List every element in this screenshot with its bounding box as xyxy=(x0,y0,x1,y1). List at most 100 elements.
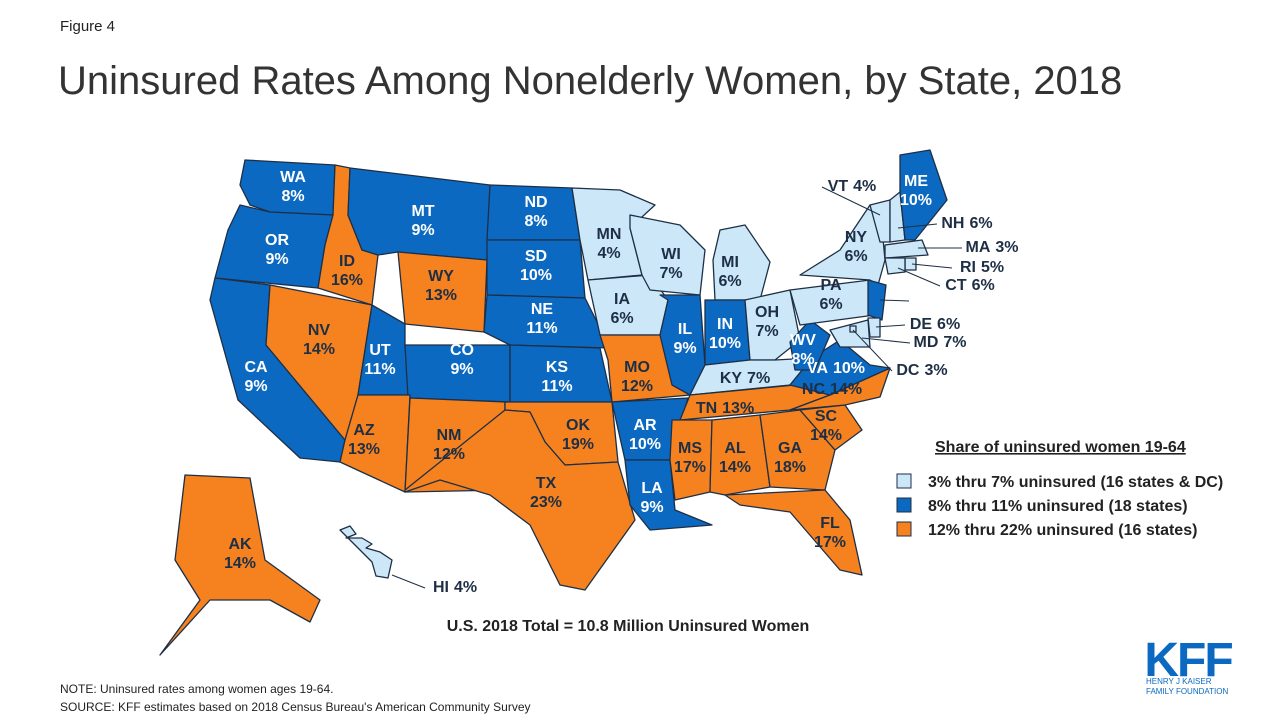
state-abbr: WY xyxy=(428,268,454,285)
state-label: DE 6% xyxy=(910,316,960,333)
state-rate: 14% xyxy=(224,555,256,572)
state-labels: WA 8% OR 9% ID 16% MT 9% WY 13% ND 8% SD 10% NE 11% CA 9%… xyxy=(224,169,1019,596)
state-abbr: CT xyxy=(945,277,967,294)
state-rate: 12% xyxy=(433,446,465,463)
state-rate: 14% xyxy=(719,459,751,476)
state-rate: 11% xyxy=(541,378,572,395)
state-abbr: VT xyxy=(828,178,849,195)
state-abbr: AZ xyxy=(353,422,375,439)
state-rate: 10% xyxy=(520,267,552,284)
state-rate: 3% xyxy=(924,362,947,379)
state-abbr: MA xyxy=(965,239,990,256)
state-rate: 9% xyxy=(640,499,663,516)
state-rate: 5% xyxy=(981,259,1004,276)
state-rate: 7% xyxy=(755,323,778,340)
state-abbr: RI xyxy=(960,259,976,276)
state-shape xyxy=(867,279,887,321)
state-rate: 6% xyxy=(969,215,992,232)
state-rate: 14% xyxy=(303,341,335,358)
state-abbr: KY xyxy=(720,370,743,387)
state-rate: 7% xyxy=(943,334,966,351)
state-label: KY 7% xyxy=(720,370,770,387)
state-rate: 11% xyxy=(526,320,557,337)
state-abbr: MT xyxy=(411,203,434,220)
state-rate: 10% xyxy=(709,335,741,352)
state-abbr: TN xyxy=(696,400,717,417)
state-abbr: WI xyxy=(661,246,681,263)
state-label: VT 4% xyxy=(828,178,877,195)
state-rate: 12% xyxy=(621,378,653,395)
state-shape xyxy=(884,257,906,275)
state-rate: 17% xyxy=(674,459,706,476)
state-shape xyxy=(724,489,863,576)
state-rate: 9% xyxy=(244,378,267,395)
state-rate: 17% xyxy=(814,534,846,551)
state-rate: 13% xyxy=(722,400,754,417)
state-abbr: IL xyxy=(678,321,692,338)
state-rate: 9% xyxy=(450,361,473,378)
state-rate: 7% xyxy=(747,370,770,387)
state-rate: 9% xyxy=(673,340,696,357)
state-rate: 4% xyxy=(853,178,876,195)
state-rate: 6% xyxy=(972,277,995,294)
state-label: NJ 9% xyxy=(915,292,964,309)
state-abbr: LA xyxy=(641,480,663,497)
logo-line: FAMILY FOUNDATION xyxy=(1146,687,1228,696)
state-label: CT 6% xyxy=(945,277,994,294)
state-rate: 6% xyxy=(844,248,867,265)
state-abbr: AR xyxy=(633,417,657,434)
state-shape xyxy=(884,239,929,259)
state-label: MA 3% xyxy=(965,239,1018,256)
state-rate: 4% xyxy=(454,579,477,596)
state-rate: 13% xyxy=(425,287,457,304)
state-shape xyxy=(669,419,713,501)
state-abbr: MI xyxy=(721,254,739,271)
state-abbr: OK xyxy=(566,417,590,434)
legend-title: Share of uninsured women 19-64 xyxy=(935,439,1186,456)
title: Uninsured Rates Among Nonelderly Women, … xyxy=(58,59,1122,103)
state-label: HI 4% xyxy=(433,579,477,596)
state-shape xyxy=(404,409,636,591)
state-shape xyxy=(867,317,881,338)
state-label: MD 7% xyxy=(913,334,966,351)
state-abbr: NJ xyxy=(915,292,935,309)
state-rate: 6% xyxy=(718,273,741,290)
total-note: U.S. 2018 Total = 10.8 Million Uninsured… xyxy=(447,618,810,635)
state-abbr: TX xyxy=(536,475,557,492)
legend-swatch xyxy=(896,497,912,513)
leader-line xyxy=(821,186,881,216)
state-label: NH 6% xyxy=(941,215,992,232)
legend-swatch xyxy=(896,473,912,489)
state-abbr: MD xyxy=(913,334,938,351)
state-abbr: CO xyxy=(450,342,474,359)
state-abbr: NE xyxy=(531,301,554,318)
state-abbr: SC xyxy=(815,408,838,425)
state-abbr: VA xyxy=(807,360,828,377)
state-shape xyxy=(659,294,706,396)
figure-label: Figure 4 xyxy=(60,18,115,35)
state-rate: 7% xyxy=(659,265,682,282)
state-label: RI 5% xyxy=(960,259,1004,276)
state-abbr: MO xyxy=(624,359,650,376)
state-shape xyxy=(759,409,836,491)
state-shape xyxy=(849,325,857,333)
state-rate: 14% xyxy=(810,427,842,444)
state-rate: 6% xyxy=(937,316,960,333)
state-rate: 3% xyxy=(995,239,1018,256)
state-rate: 23% xyxy=(530,494,562,511)
state-abbr: SD xyxy=(525,248,547,265)
state-shape xyxy=(629,214,706,296)
state-rate: 10% xyxy=(629,436,661,453)
state-rate: 11% xyxy=(364,361,395,378)
state-abbr: ND xyxy=(524,194,547,211)
state-rate: 13% xyxy=(348,441,380,458)
state-abbr: PA xyxy=(820,277,841,294)
state-abbr: AK xyxy=(228,536,252,553)
state-abbr: ME xyxy=(904,173,928,190)
leader-line xyxy=(391,574,426,589)
state-abbr: NM xyxy=(437,427,462,444)
state-abbr: MS xyxy=(678,440,702,457)
logo-line: HENRY J KAISER xyxy=(1146,677,1212,686)
state-abbr: DC xyxy=(896,362,920,379)
state-abbr: DE xyxy=(910,316,933,333)
